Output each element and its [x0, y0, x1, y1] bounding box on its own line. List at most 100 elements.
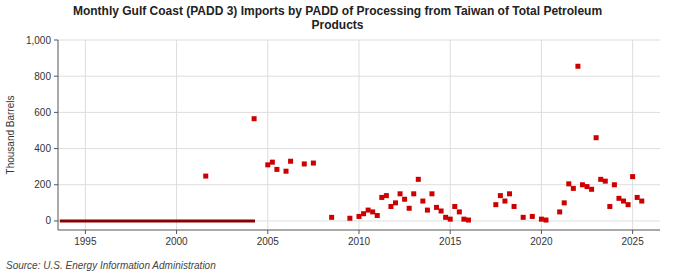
point: [379, 195, 384, 200]
point: [630, 174, 635, 179]
y-tick: [54, 76, 58, 77]
y-tick-label: 800: [34, 71, 51, 82]
y-tick: [54, 184, 58, 185]
point: [425, 208, 430, 213]
grid-line: [450, 40, 451, 230]
point: [434, 205, 439, 210]
x-tick: [632, 230, 633, 234]
y-tick-label: 1,000: [26, 35, 51, 46]
point: [420, 199, 425, 204]
title: Monthly Gulf Coast (PADD 3) Imports by P…: [73, 4, 602, 32]
point: [270, 160, 275, 165]
point: [411, 191, 416, 196]
grid-line: [359, 40, 360, 230]
point: [429, 191, 434, 196]
point: [512, 204, 517, 209]
point: [466, 218, 471, 223]
y-tick: [54, 40, 58, 41]
point: [507, 191, 512, 196]
point: [398, 191, 403, 196]
point: [366, 208, 371, 213]
y-axis-line: [58, 40, 59, 230]
point: [407, 206, 412, 211]
point: [502, 199, 507, 204]
point: [443, 215, 448, 220]
point: [607, 204, 612, 209]
point: [388, 204, 393, 209]
source: Source: U.S. Energy Information Administ…: [6, 260, 216, 271]
point: [288, 159, 293, 164]
point: [539, 217, 544, 222]
y-tick: [54, 112, 58, 113]
point: [439, 209, 444, 214]
line: [60, 219, 255, 222]
point: [562, 200, 567, 205]
point: [580, 182, 585, 187]
point: [393, 200, 398, 205]
point: [557, 209, 562, 214]
x-tick: [267, 230, 268, 234]
x-tick-label: 2025: [622, 236, 645, 247]
grid-line: [85, 40, 86, 230]
point: [639, 199, 644, 204]
y-tick-label: 200: [34, 179, 51, 190]
point: [543, 218, 548, 223]
point: [585, 184, 590, 189]
x-tick: [85, 230, 86, 234]
point: [252, 116, 257, 121]
point: [571, 186, 576, 191]
chart: 0 200 400 600 800 1,000 1995 2000 2005 2010 2015 20…: [0, 0, 675, 275]
point: [384, 193, 389, 198]
x-tick-label: 2020: [530, 236, 553, 247]
point: [612, 182, 617, 187]
grid-line: [541, 40, 542, 230]
point: [452, 204, 457, 209]
grid: [58, 40, 660, 230]
grid-line: [176, 40, 177, 230]
x-tick-label: 2000: [165, 236, 188, 247]
point: [594, 135, 599, 140]
point: [357, 214, 362, 219]
grid-line: [267, 40, 268, 230]
x-tick: [541, 230, 542, 234]
point: [493, 202, 498, 207]
x-tick-label: 2005: [257, 236, 280, 247]
point: [402, 197, 407, 202]
y-tick-label: 0: [45, 215, 51, 226]
point: [621, 199, 626, 204]
point: [521, 215, 526, 220]
point: [347, 216, 352, 221]
point: [457, 209, 462, 214]
point: [302, 161, 307, 166]
point: [566, 181, 571, 186]
x-tick: [359, 230, 360, 234]
point: [498, 193, 503, 198]
x-tick-label: 2010: [348, 236, 371, 247]
point: [274, 167, 279, 172]
point: [329, 215, 334, 220]
x-tick-label: 2015: [439, 236, 462, 247]
marks: [60, 64, 644, 223]
point: [603, 179, 608, 184]
point: [284, 169, 289, 174]
point: [626, 202, 631, 207]
point: [575, 64, 580, 69]
point: [375, 213, 380, 218]
x-tick: [176, 230, 177, 234]
point: [370, 209, 375, 214]
y-axis-label: Thousand Barrels: [5, 96, 16, 175]
x-tick-label: 1995: [74, 236, 97, 247]
y-tick: [54, 148, 58, 149]
y-tick-label: 600: [34, 107, 51, 118]
y-tick-label: 400: [34, 143, 51, 154]
point: [461, 217, 466, 222]
point: [265, 162, 270, 167]
grid-line: [632, 40, 633, 230]
point: [530, 214, 535, 219]
point: [598, 177, 603, 182]
point: [361, 211, 366, 216]
point: [203, 174, 208, 179]
point: [635, 195, 640, 200]
x-tick: [450, 230, 451, 234]
point: [448, 217, 453, 222]
